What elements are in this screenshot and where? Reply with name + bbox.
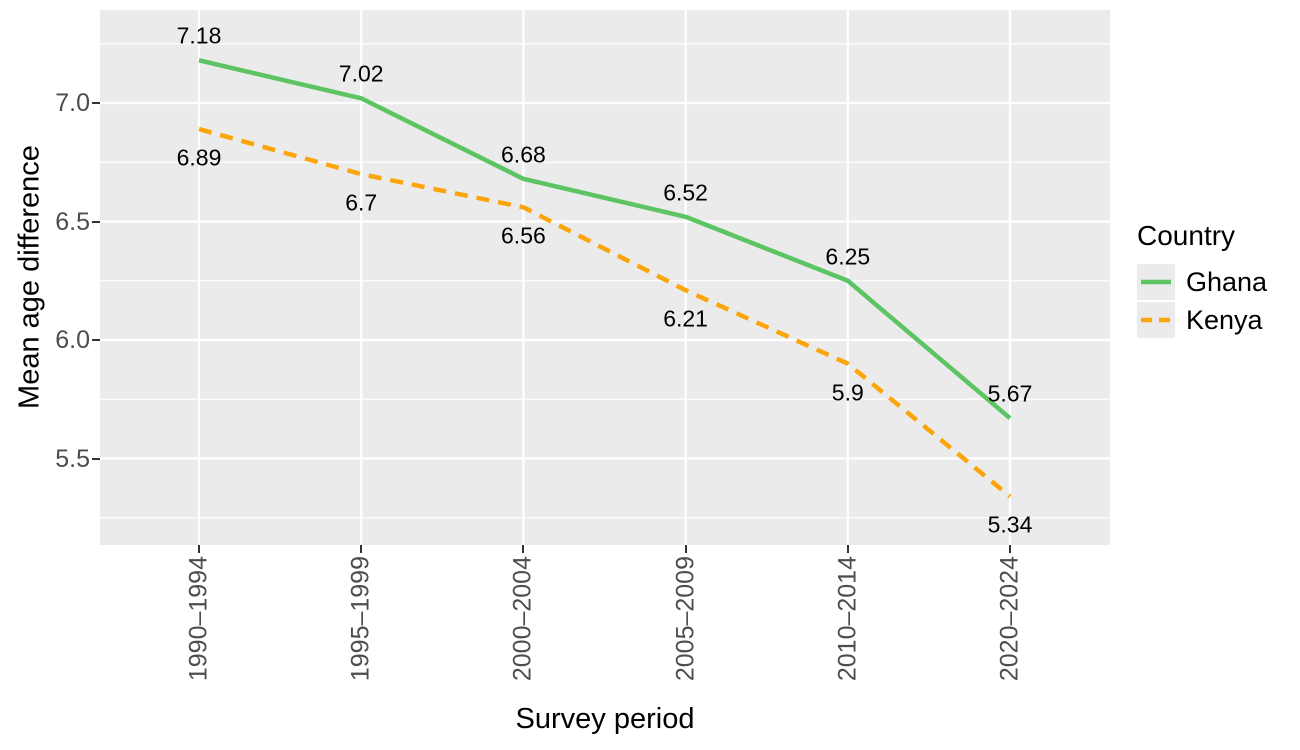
y-tick-mark [92,339,100,341]
data-label-kenya: 6.89 [176,144,222,171]
data-label-kenya: 6.21 [663,305,708,332]
data-label-ghana: 6.52 [663,179,708,206]
x-axis-tick-label-text: 2000–2004 [508,556,537,682]
x-axis-tick-label: 2005–2009 [671,556,700,681]
x-tick-mark [360,545,363,553]
x-axis-tick-label-text: 2005–2009 [671,556,700,682]
x-axis-tick-label: 2000–2004 [509,556,538,681]
x-axis-tick-label-text: 2010–2014 [833,556,862,682]
y-axis-tick-label: 5.5 [55,444,90,473]
plot-panel [100,10,1110,545]
data-label-kenya: 6.7 [345,189,378,216]
data-label-ghana: 7.18 [176,22,222,49]
plot-area-svg [100,10,1110,545]
x-axis-tick-label-text: 1990–1994 [184,556,213,682]
x-axis-tick-label-text: 1995–1999 [346,556,375,682]
legend-label-ghana: Ghana [1186,266,1268,297]
legend-entry-ghana: Ghana [1137,264,1297,300]
y-axis-tick-label: 6.5 [55,207,90,236]
x-axis-tick-label-text: 2020–2024 [995,556,1024,682]
y-axis-tick-label: 6.0 [55,326,90,354]
x-axis-tick-label: 1990–1994 [185,556,214,681]
data-label-ghana: 6.25 [825,243,871,270]
data-label-kenya: 6.56 [501,222,546,249]
series-line-ghana [198,58,1012,420]
y-tick-mark [92,220,100,223]
x-axis-tick-label: 1995–1999 [347,556,376,681]
data-label-ghana: 7.02 [338,60,384,87]
y-axis-tick-label: 7.0 [55,89,90,117]
x-axis-title: Survey period [515,703,695,735]
x-tick-mark [684,545,687,553]
legend: Country Ghana Kenya [1137,220,1297,340]
y-tick-mark [92,102,100,104]
series-line-kenya [198,126,1012,499]
data-label-ghana: 6.68 [501,141,546,168]
data-label-kenya: 5.9 [831,379,864,406]
legend-key-kenya-dashed-line-icon [1137,302,1175,338]
x-tick-mark [198,545,200,553]
legend-label-kenya: Kenya [1186,304,1263,335]
x-tick-mark [846,545,849,553]
x-tick-mark [522,545,525,553]
data-label-kenya: 5.34 [987,511,1033,538]
x-tick-mark [1009,545,1011,553]
x-axis-tick-label: 2010–2014 [833,556,862,681]
x-axis-tick-label: 2020–2024 [996,556,1025,681]
legend-entry-kenya: Kenya [1137,302,1297,338]
legend-title: Country [1137,220,1236,251]
data-label-ghana: 5.67 [987,380,1033,407]
y-axis-title: Mean age difference [13,145,46,409]
y-tick-mark [92,457,100,460]
legend-key-ghana-solid-line-icon [1137,264,1175,300]
